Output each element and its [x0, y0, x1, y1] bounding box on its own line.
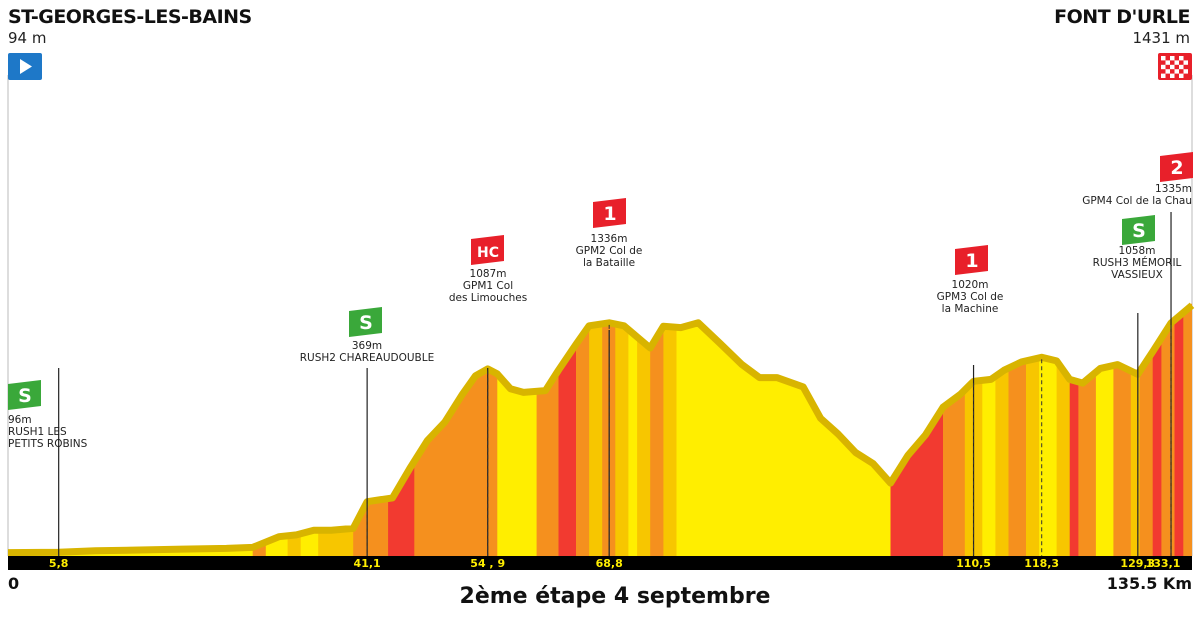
sprint-point-label: 96m RUSH1 LES PETITS ROBINS	[8, 414, 88, 450]
distance-marker-label: 41,1	[354, 557, 381, 570]
svg-text:1: 1	[965, 250, 978, 272]
gradient-band	[1161, 303, 1176, 556]
climb-point-label: 1020m GPM3 Col de la Machine	[936, 279, 1004, 315]
gradient-band	[995, 303, 1010, 556]
gradient-band	[576, 303, 590, 556]
gradient-band	[318, 303, 354, 556]
distance-marker-label: 133,1	[1146, 557, 1181, 570]
gradient-bands	[8, 303, 1192, 556]
climb-badge-icon: HC	[471, 235, 504, 265]
svg-text:2: 2	[1170, 157, 1183, 179]
distance-marker-label: 129,3	[1120, 557, 1155, 570]
start-flag-icon	[8, 53, 42, 80]
finish-altitude: 1431 m	[1132, 29, 1190, 47]
gradient-band	[663, 303, 678, 556]
gradient-band	[1174, 303, 1184, 556]
svg-text:S: S	[359, 312, 373, 334]
distance-marker-label: 68,8	[596, 557, 623, 570]
distance-start-label: 0	[8, 574, 20, 593]
start-town-name: ST-GEORGES-LES-BAINS	[8, 6, 252, 28]
climb-point-label: 1335m GPM4 Col de la Chau	[1082, 183, 1192, 207]
climb-badge-icon: 2	[1160, 152, 1193, 182]
point-marker-lines	[58, 212, 1172, 556]
stage-caption: 2ème étape 4 septembre	[459, 584, 771, 609]
distance-marker-label: 110,5	[956, 557, 991, 570]
sprint-badge-icon: S	[8, 380, 41, 410]
profile-ridge	[7, 302, 1195, 557]
svg-text:1: 1	[603, 203, 616, 225]
distance-marker-label: 118,3	[1024, 557, 1059, 570]
climb-point-label: 1087m GPM1 Col des Limouches	[448, 268, 528, 304]
finish-town-name: FONT D'URLE	[1054, 6, 1190, 28]
gradient-band	[252, 303, 267, 556]
gradient-band	[353, 303, 389, 556]
svg-text:S: S	[18, 385, 32, 407]
sprint-badge-icon: S	[349, 307, 382, 337]
distance-marker-label: 54 , 9	[470, 557, 505, 570]
sprint-point-label: 1058m RUSH3 MÉMORIL VASSIEUX	[1092, 245, 1182, 281]
gradient-band	[982, 303, 996, 556]
svg-text:HC: HC	[477, 245, 499, 261]
gradient-band	[589, 303, 603, 556]
gradient-band	[637, 303, 651, 556]
gradient-band	[1026, 303, 1040, 556]
gradient-band	[287, 303, 302, 556]
climb-badge-icon: 1	[593, 198, 626, 228]
gradient-band	[8, 303, 254, 556]
distance-bar	[8, 556, 1192, 570]
gradient-band	[1130, 303, 1141, 556]
gradient-band	[1039, 303, 1058, 556]
gradient-band	[1008, 303, 1027, 556]
distance-end-label: 135.5 Km	[1106, 574, 1192, 593]
gradient-band	[628, 303, 638, 556]
gradient-band	[1183, 303, 1192, 556]
gradient-band	[943, 303, 966, 556]
sprint-badge-icon: S	[1122, 215, 1155, 245]
point-badges: S S HC 1 1 S 2	[8, 152, 1193, 410]
sprint-point-label: 369m RUSH2 CHAREAUDOUBLE	[299, 340, 435, 364]
gradient-band	[265, 303, 289, 556]
climb-badge-icon: 1	[955, 245, 988, 275]
climb-point-label: 1336m GPM2 Col de la Bataille	[575, 233, 643, 269]
gradient-band	[676, 303, 892, 556]
distance-marker-label: 5,8	[49, 557, 69, 570]
gradient-band	[300, 303, 319, 556]
gradient-band	[650, 303, 664, 556]
gradient-band	[615, 303, 629, 556]
svg-text:S: S	[1132, 220, 1146, 242]
gradient-band	[1152, 303, 1162, 556]
start-altitude: 94 m	[8, 29, 47, 47]
gradient-band	[1069, 303, 1079, 556]
finish-flag-icon	[1158, 53, 1192, 80]
